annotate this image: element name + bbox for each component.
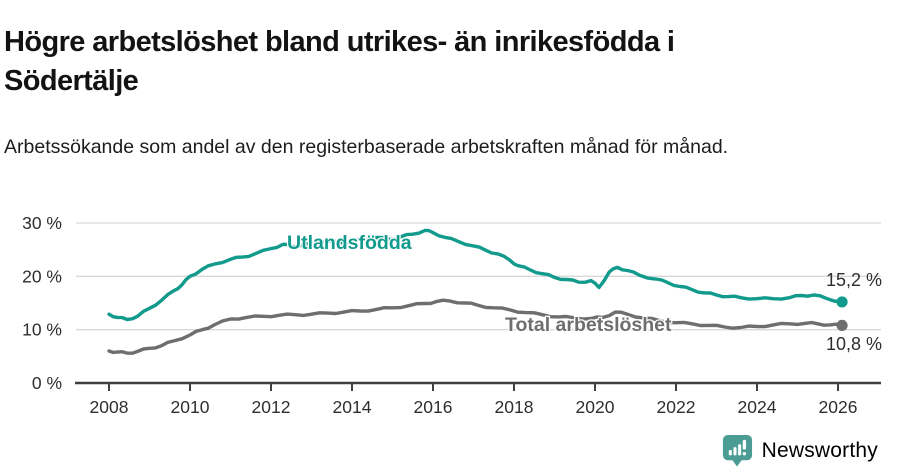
end-value-label-total: 10,8 %: [826, 334, 882, 354]
series-lines: [107, 228, 848, 355]
x-tick-label: 2010: [171, 397, 210, 417]
y-tick-label: 0 %: [32, 373, 62, 393]
x-tick-label: 2022: [657, 397, 696, 417]
axis-ticks: 0 % 10 % 20 % 30 % 2008 2010 2012 2014 2016 2018 2…: [22, 213, 857, 417]
brand-name: Newsworthy: [761, 439, 878, 462]
series-label-utlandsfodda: Utlandsfödda: [287, 232, 412, 254]
end-value-label-utlandsfodda: 15,2 %: [826, 270, 882, 290]
bar-chart-speech-bubble-icon: [722, 434, 752, 467]
series-end-dot-1: [836, 319, 848, 331]
newsworthy-brand-link[interactable]: Newsworthy: [721, 434, 878, 468]
x-tick-label: 2026: [819, 397, 858, 417]
series-label-total: Total arbetslöshet: [505, 314, 672, 336]
page-subtitle: Arbetssökande som andel av den registerb…: [4, 135, 729, 158]
x-tick-label: 2024: [738, 397, 777, 417]
y-tick-label: 20 %: [22, 266, 62, 286]
line-chart: 0 % 10 % 20 % 30 % 2008 2010 2012 2014 2016 2018 2…: [22, 213, 882, 417]
page-title: Högre arbetslöshet bland utrikes- än inr…: [4, 26, 675, 98]
series-path-1: [107, 298, 844, 355]
x-tick-label: 2014: [333, 397, 372, 417]
y-tick-label: 10 %: [22, 320, 62, 340]
x-tick-label: 2008: [90, 397, 129, 417]
x-tick-label: 2018: [495, 397, 534, 417]
x-tick-label: 2016: [414, 397, 453, 417]
gridlines: [76, 222, 881, 331]
x-tick-label: 2020: [576, 397, 615, 417]
x-tick-label: 2012: [252, 397, 291, 417]
series-path-0: [107, 228, 844, 322]
series-labels: Utlandsfödda Total arbetslöshet 15,2 % 1…: [286, 231, 882, 354]
series-end-dot-0: [836, 296, 848, 308]
y-tick-label: 30 %: [22, 213, 62, 233]
